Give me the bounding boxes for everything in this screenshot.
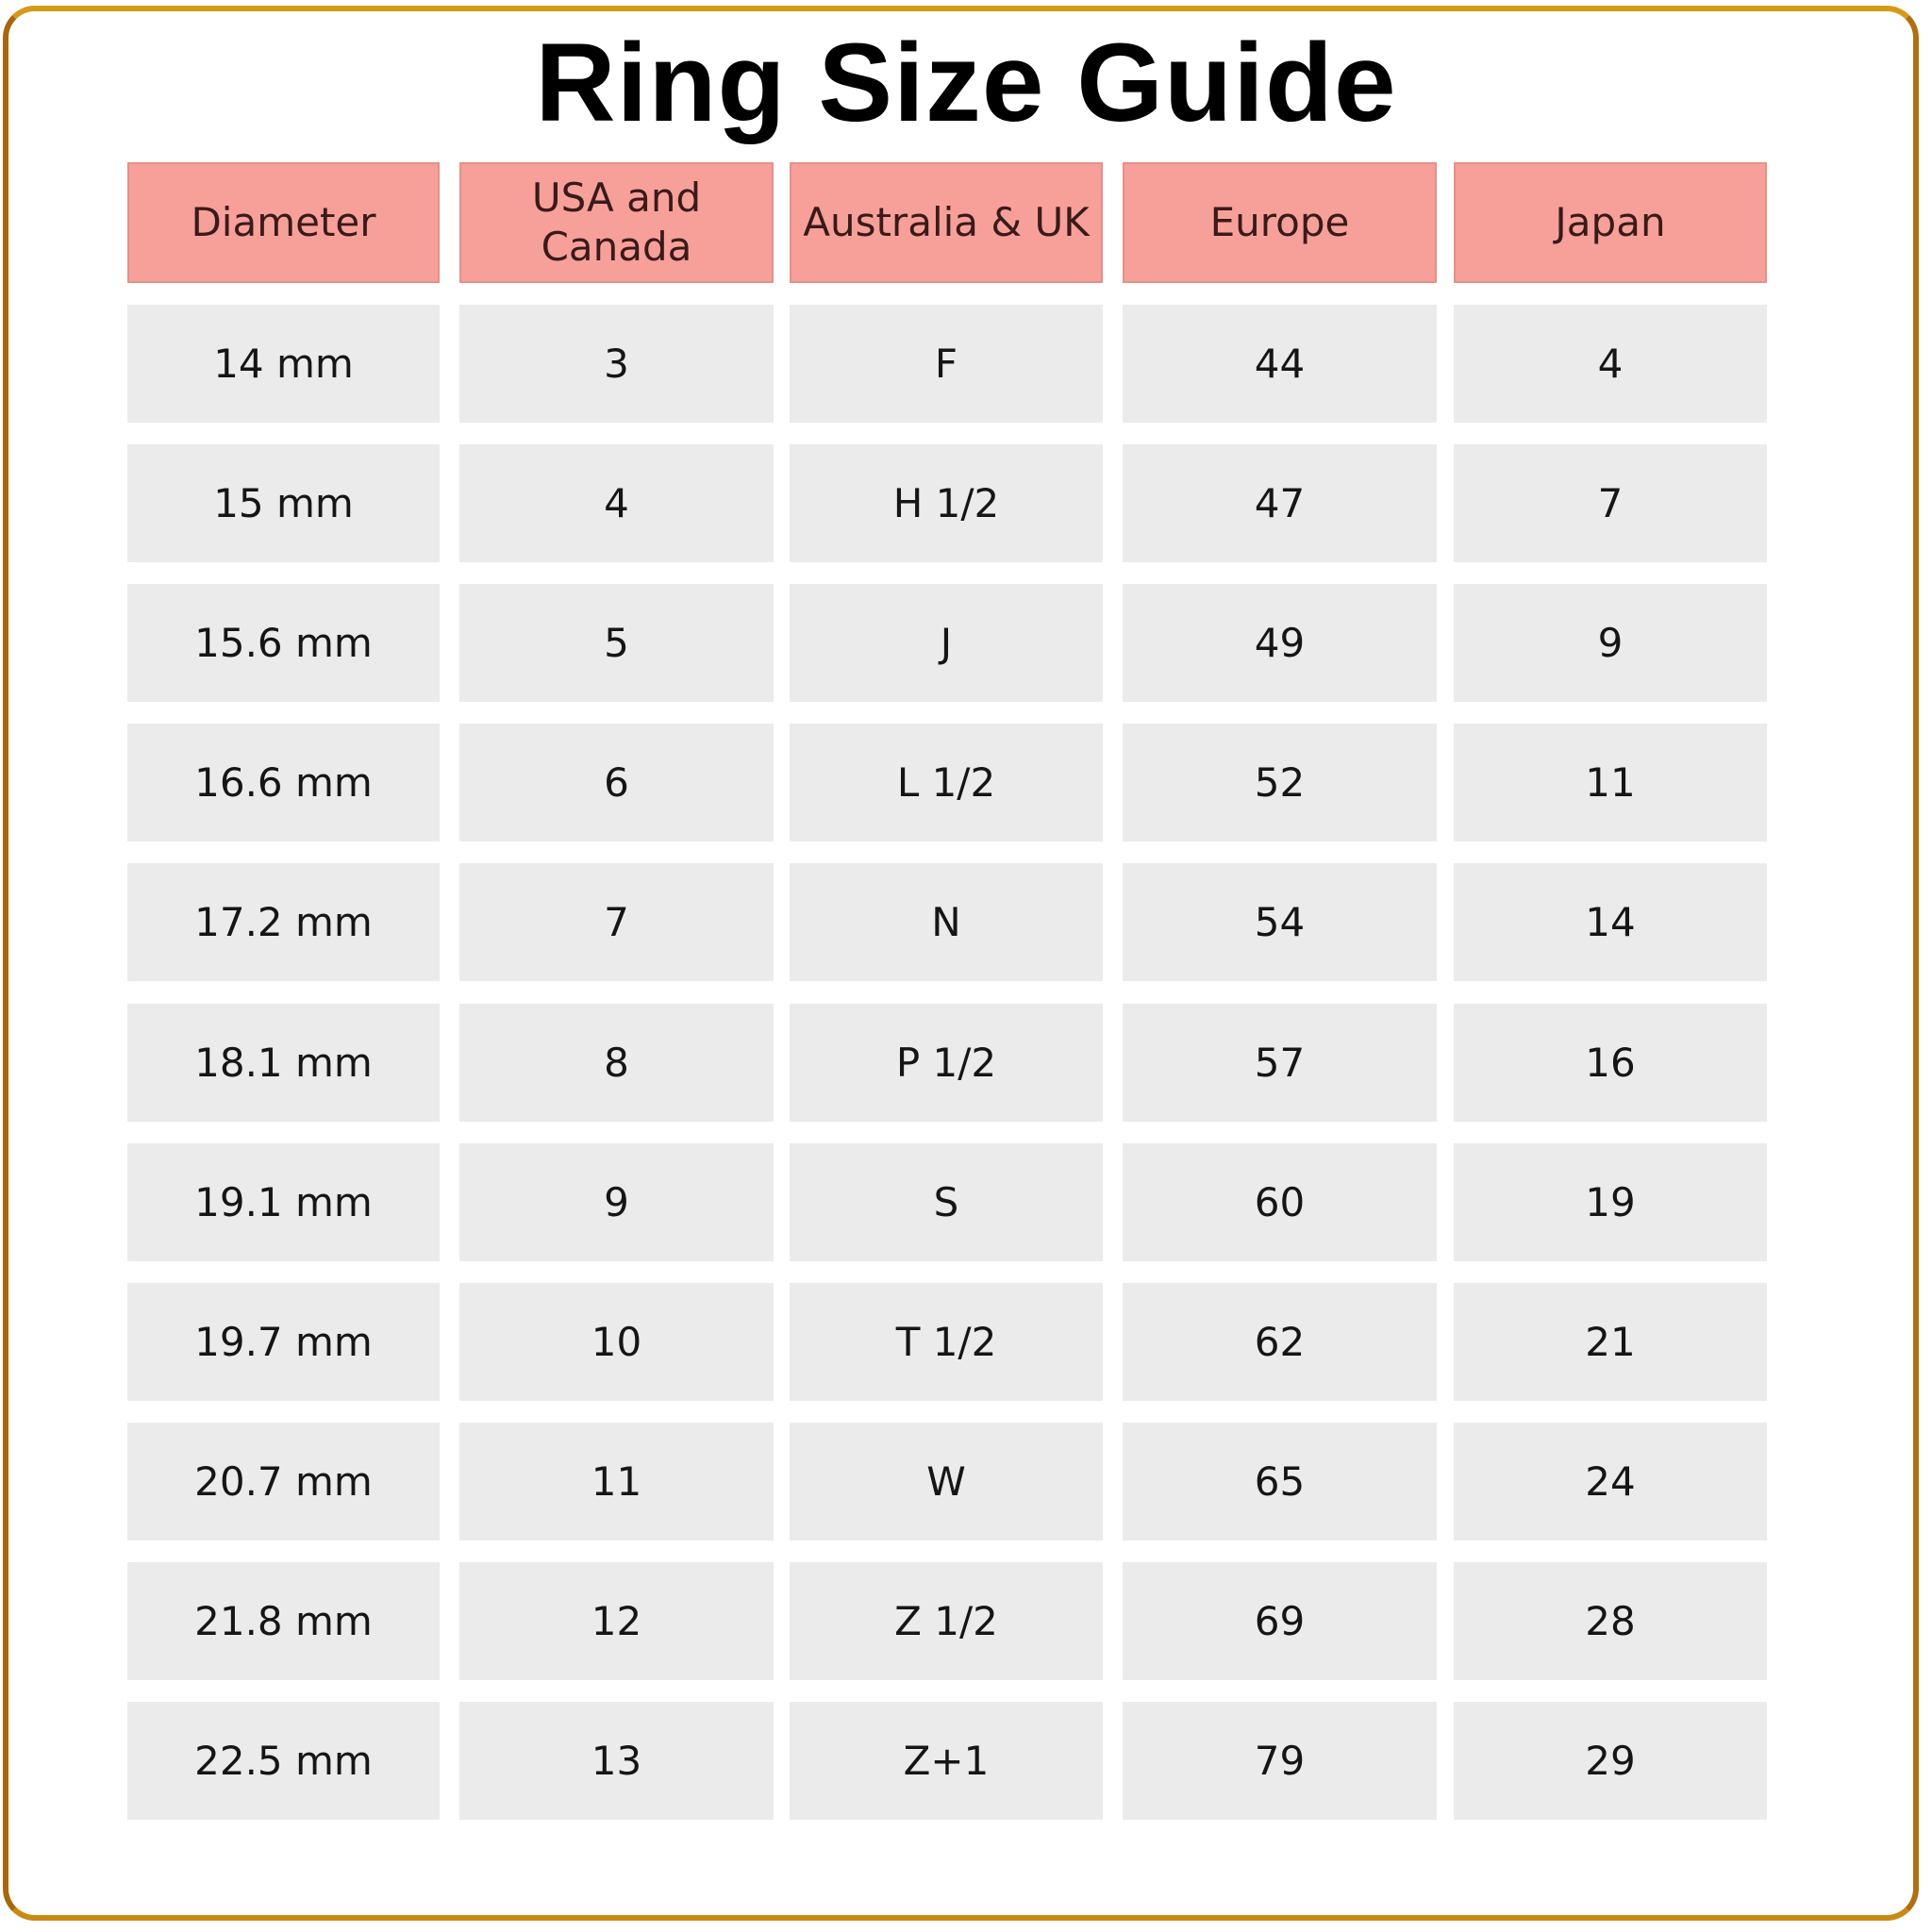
- cell-japan: 11: [1454, 724, 1767, 842]
- cell-japan: 21: [1454, 1282, 1767, 1401]
- cell-australia-uk: Z+1: [790, 1702, 1103, 1820]
- cell-japan: 24: [1454, 1422, 1767, 1541]
- cell-japan: 9: [1454, 584, 1767, 703]
- cell-australia-uk: Z 1/2: [790, 1561, 1103, 1680]
- cell-diameter: 22.5 mm: [127, 1702, 440, 1820]
- cell-europe: 49: [1123, 584, 1437, 703]
- cell-usa-canada: 4: [459, 444, 774, 563]
- header-europe: Europe: [1123, 162, 1437, 283]
- cell-diameter: 21.8 mm: [127, 1561, 440, 1680]
- cell-usa-canada: 13: [459, 1702, 774, 1820]
- cell-australia-uk: W: [790, 1422, 1103, 1541]
- cell-usa-canada: 9: [459, 1142, 774, 1261]
- cell-diameter: 15.6 mm: [127, 584, 440, 703]
- cell-diameter: 16.6 mm: [127, 724, 440, 842]
- cell-usa-canada: 7: [459, 863, 774, 982]
- cell-usa-canada: 8: [459, 1003, 774, 1122]
- cell-diameter: 18.1 mm: [127, 1003, 440, 1122]
- cell-usa-canada: 11: [459, 1422, 774, 1541]
- cell-japan: 7: [1454, 444, 1767, 563]
- cell-australia-uk: N: [790, 863, 1103, 982]
- cell-australia-uk: L 1/2: [790, 724, 1103, 842]
- cell-diameter: 17.2 mm: [127, 863, 440, 982]
- cell-europe: 47: [1123, 444, 1437, 563]
- gold-frame-border: [3, 6, 1919, 1921]
- cell-diameter: 15 mm: [127, 444, 440, 563]
- cell-japan: 29: [1454, 1702, 1767, 1820]
- cell-japan: 28: [1454, 1561, 1767, 1680]
- cell-europe: 65: [1123, 1422, 1437, 1541]
- cell-usa-canada: 6: [459, 724, 774, 842]
- cell-diameter: 20.7 mm: [127, 1422, 440, 1541]
- cell-diameter: 19.7 mm: [127, 1282, 440, 1401]
- cell-europe: 54: [1123, 863, 1437, 982]
- header-diameter: Diameter: [127, 162, 440, 283]
- cell-europe: 79: [1123, 1702, 1437, 1820]
- header-australia-uk: Australia & UK: [790, 162, 1103, 283]
- cell-usa-canada: 5: [459, 584, 774, 703]
- page-title: Ring Size Guide: [535, 21, 1397, 145]
- cell-japan: 19: [1454, 1142, 1767, 1261]
- cell-diameter: 14 mm: [127, 305, 440, 423]
- cell-usa-canada: 3: [459, 305, 774, 423]
- header-japan: Japan: [1454, 162, 1767, 283]
- header-usa-canada: USA and Canada: [459, 162, 774, 283]
- cell-australia-uk: F: [790, 305, 1103, 423]
- cell-europe: 52: [1123, 724, 1437, 842]
- cell-diameter: 19.1 mm: [127, 1142, 440, 1261]
- cell-australia-uk: S: [790, 1142, 1103, 1261]
- cell-europe: 62: [1123, 1282, 1437, 1401]
- cell-europe: 69: [1123, 1561, 1437, 1680]
- cell-europe: 57: [1123, 1003, 1437, 1122]
- cell-japan: 16: [1454, 1003, 1767, 1122]
- cell-europe: 44: [1123, 305, 1437, 423]
- cell-usa-canada: 10: [459, 1282, 774, 1401]
- cell-japan: 4: [1454, 305, 1767, 423]
- cell-australia-uk: T 1/2: [790, 1282, 1103, 1401]
- cell-australia-uk: P 1/2: [790, 1003, 1103, 1122]
- cell-usa-canada: 12: [459, 1561, 774, 1680]
- cell-europe: 60: [1123, 1142, 1437, 1261]
- cell-australia-uk: J: [790, 584, 1103, 703]
- cell-australia-uk: H 1/2: [790, 444, 1103, 563]
- cell-japan: 14: [1454, 863, 1767, 982]
